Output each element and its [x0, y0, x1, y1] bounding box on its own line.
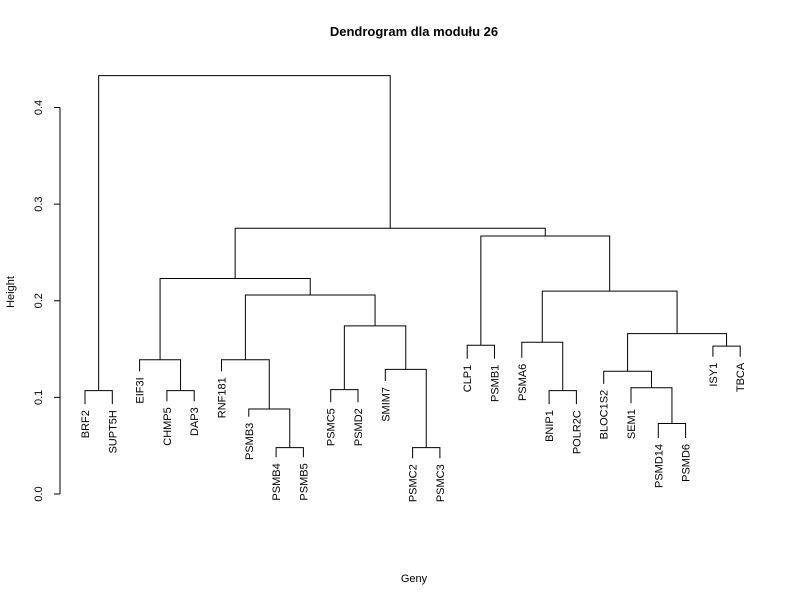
chart-title: Dendrogram dla modułu 26 [330, 24, 498, 39]
leaf-label: SUPT5H [107, 410, 119, 453]
leaf-label: EIF3I [135, 377, 147, 403]
y-tick-label: 0.2 [33, 293, 45, 308]
y-axis-label: Height [5, 276, 17, 308]
dendrogram-link [221, 359, 270, 409]
dendrogram-link [275, 447, 304, 458]
y-tick-label: 0.0 [33, 486, 45, 501]
dendrogram-link [98, 75, 391, 391]
dendrogram-link [521, 341, 564, 391]
leaf-label: PSMD6 [681, 444, 693, 482]
leaf-label: BRF2 [80, 410, 92, 438]
leaf-label: PSMB1 [490, 365, 502, 402]
dendrogram-link [343, 325, 407, 390]
leaf-label: DAP3 [189, 407, 201, 436]
leaf-label: PSMD14 [653, 444, 665, 488]
leaf-label: BNIP1 [544, 410, 556, 442]
leaf-label: PSMB3 [244, 423, 256, 460]
leaf-label: PSMC5 [326, 408, 338, 446]
dendrogram-link [541, 290, 678, 343]
leaf-labels: BRF2 SUPT5H EIF3I CHMP5 DAP3 RNF181 PSMB3 PSMB4… [80, 362, 747, 502]
x-axis-label: Geny [401, 573, 428, 585]
leaf-label: POLR2C [571, 410, 583, 454]
dendrogram-link [244, 294, 376, 360]
dendrogram-link [159, 278, 311, 360]
leaf-label: ISY1 [708, 363, 720, 387]
dendrogram-link [84, 390, 113, 405]
leaf-label: PSMC3 [435, 464, 447, 502]
dendrogram-link [412, 447, 441, 459]
dendrogram-link [603, 370, 652, 388]
leaf-label: PSMA6 [517, 364, 529, 401]
dendrogram-links [84, 75, 741, 459]
leaf-label: CHMP5 [162, 407, 174, 446]
leaf-label: PSMD2 [353, 408, 365, 446]
leaf-label: PSMB5 [298, 463, 310, 500]
leaf-label: SMIM7 [380, 387, 392, 422]
dendrogram-link [384, 368, 427, 448]
dendrogram-link [466, 344, 495, 359]
y-tick-label: 0.3 [33, 196, 45, 211]
dendrogram-link [657, 422, 687, 438]
leaf-label: PSMC2 [408, 464, 420, 502]
leaf-label: CLP1 [462, 365, 474, 393]
dendrogram-link [330, 389, 359, 403]
y-axis: 0.0 0.1 0.2 0.3 0.4 [33, 100, 61, 502]
y-tick-label: 0.4 [33, 100, 45, 115]
leaf-label: RNF181 [217, 377, 229, 418]
dendrogram-link [627, 333, 728, 372]
dendrogram-link [712, 345, 741, 357]
leaf-label: PSMB4 [271, 463, 283, 500]
dendrogram-link [166, 390, 195, 402]
leaf-label: TBCA [735, 362, 747, 392]
dendrogram-link [548, 390, 577, 405]
leaf-label: BLOC1S2 [599, 390, 611, 440]
leaf-label: SEM1 [626, 409, 638, 439]
y-tick-label: 0.1 [33, 390, 45, 405]
